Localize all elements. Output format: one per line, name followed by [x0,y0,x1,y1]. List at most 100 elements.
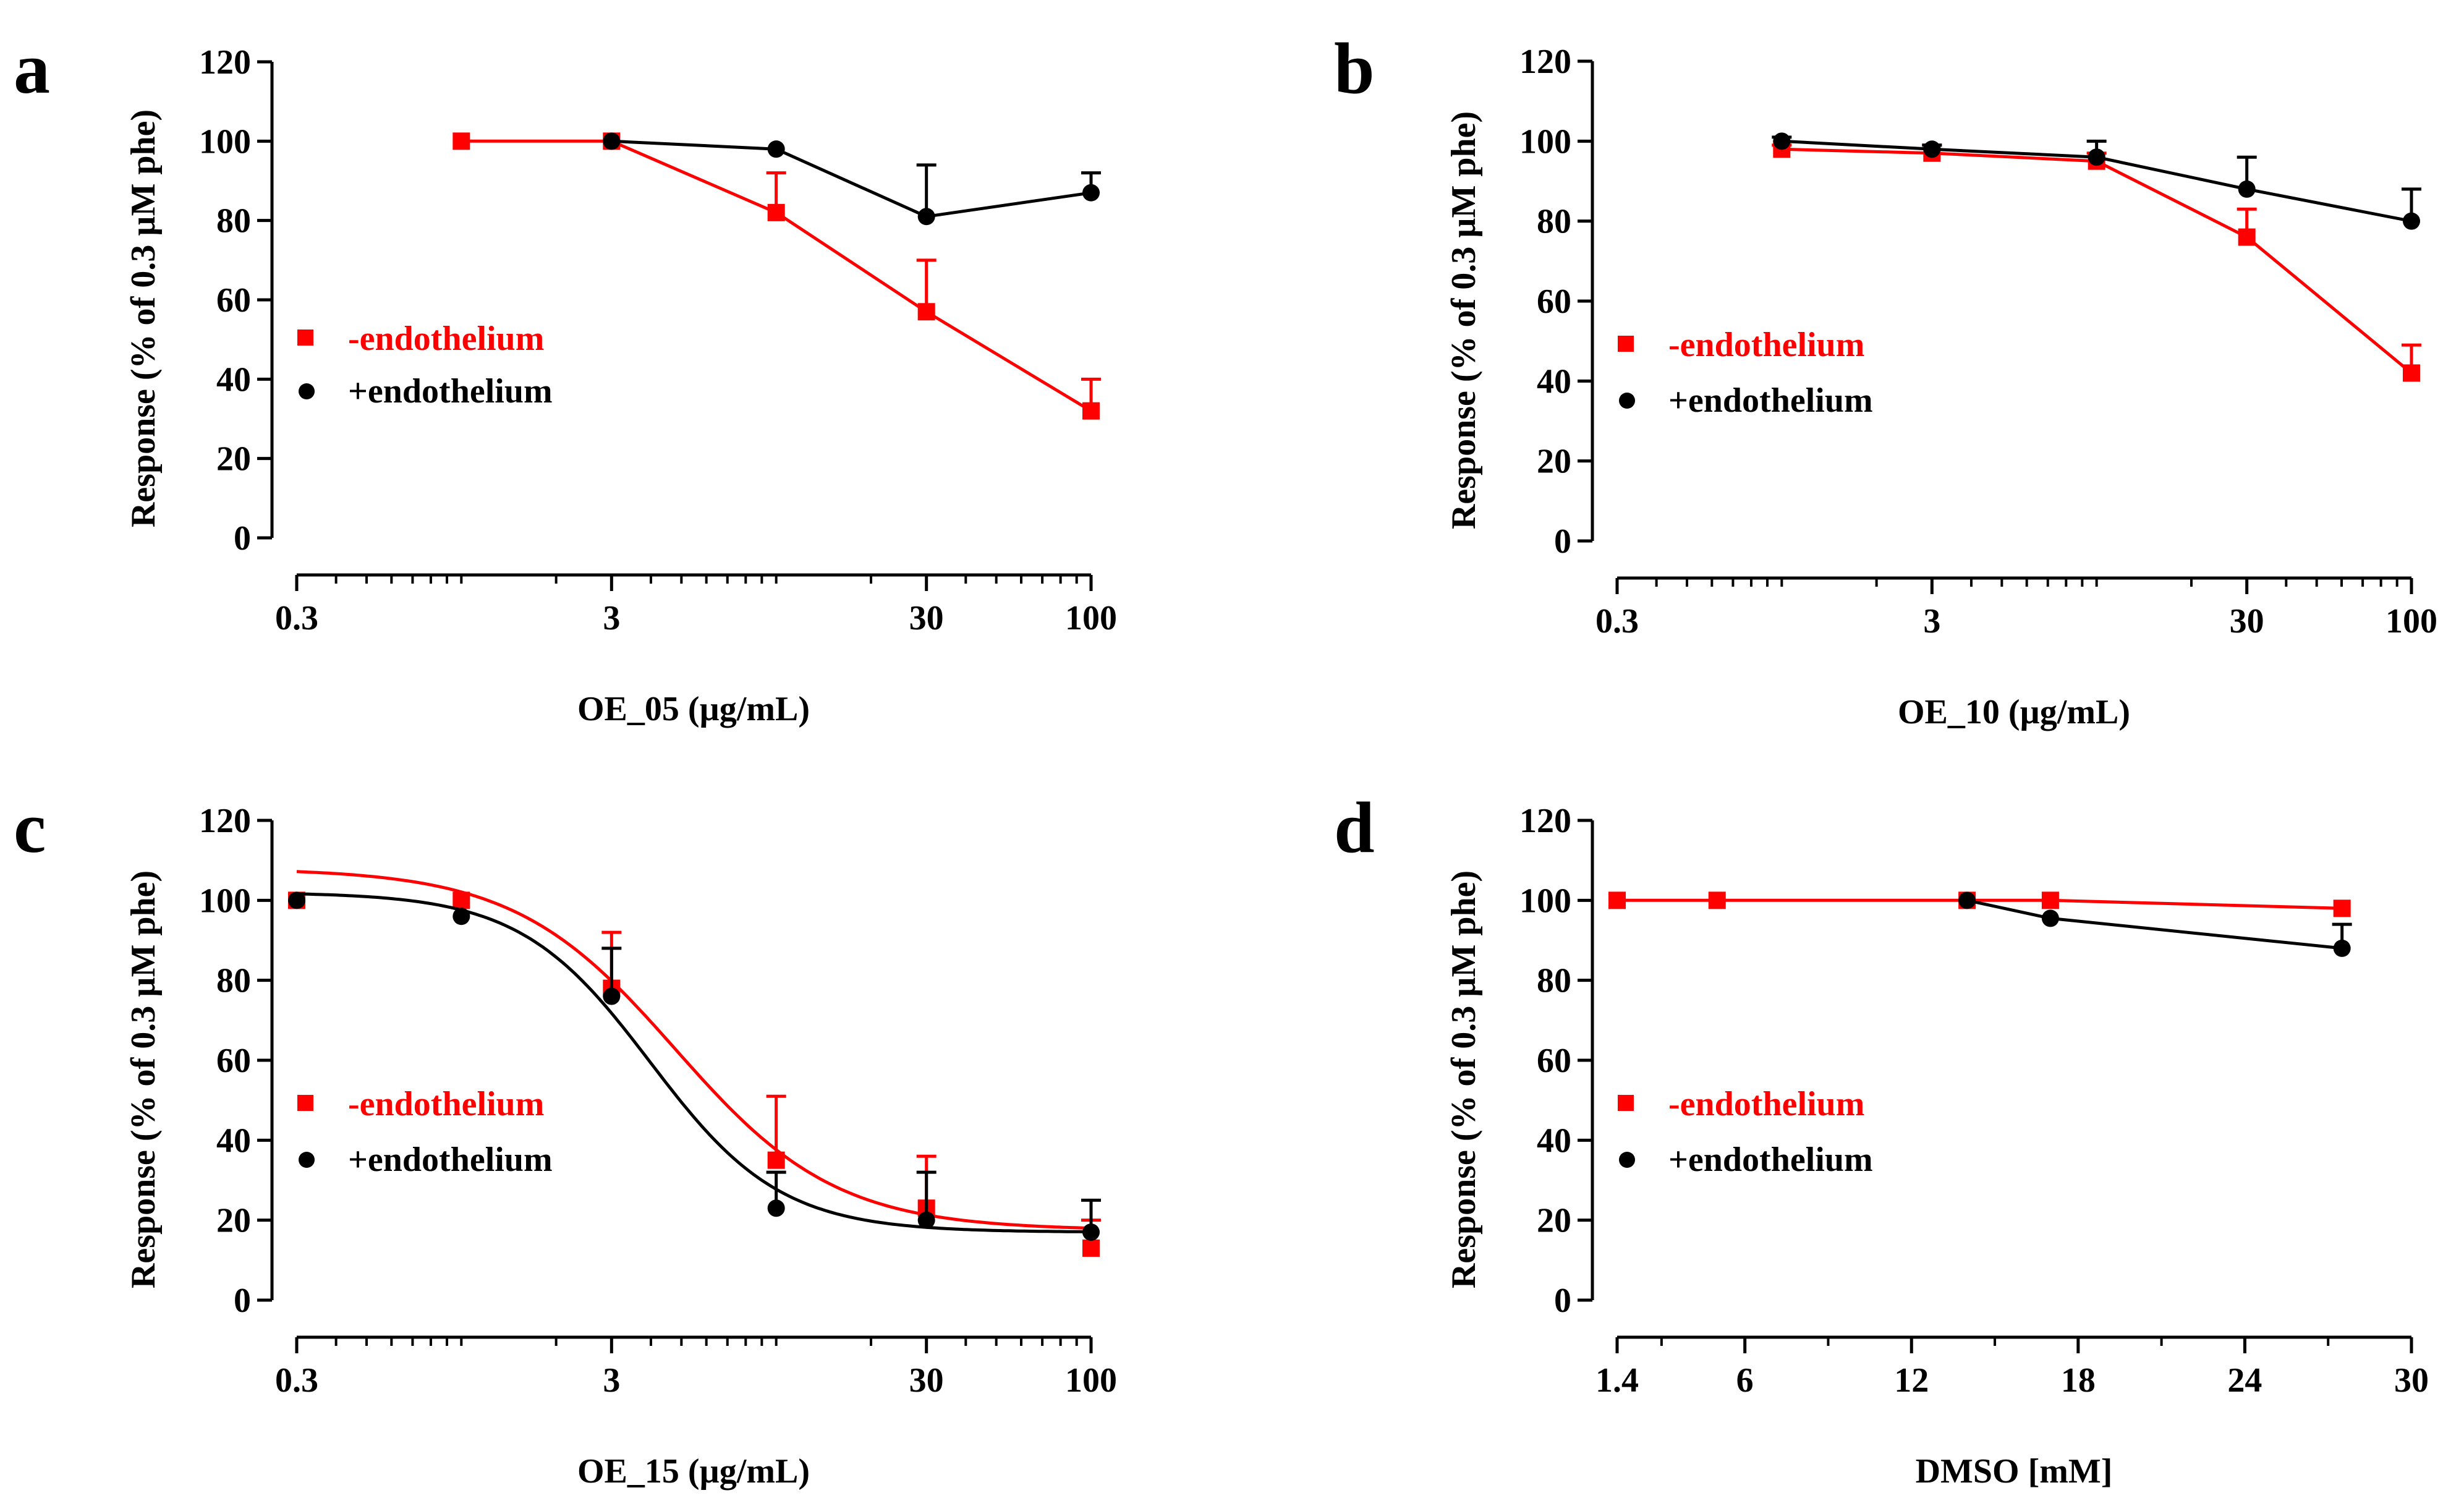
x-tick-label: 30 [909,599,944,637]
series-plus-endothelium [1958,891,2352,957]
data-point-square [767,1151,785,1169]
series-line [1782,147,2413,375]
y-tick-label: 40 [216,360,251,399]
legend-marker-minus-endothelium [297,1095,313,1111]
x-tick-label: 0.3 [275,599,318,637]
series-plus-endothelium [603,132,1101,226]
legend-marker-minus-endothelium [297,330,313,346]
data-point-circle [603,987,621,1005]
y-tick-label: 0 [234,519,251,558]
y-tick-label: 20 [1537,443,1571,481]
y-tick-label: 120 [199,43,251,82]
data-point-square [2238,228,2256,246]
x-tick-label: 3 [1923,602,1940,640]
fit-curve [296,870,1092,1230]
data-point-square [2333,900,2351,917]
panel-letter: c [14,787,46,868]
panel-letter: d [1334,787,1375,868]
y-tick-label: 80 [1537,203,1571,241]
data-point-square [452,132,470,150]
x-axis-title: OE_10 (µg/mL) [1898,693,2130,731]
y-tick-label: 20 [1537,1202,1571,1240]
data-point-circle [1923,140,1941,158]
x-tick-label: 30 [909,1361,944,1400]
data-point-square [452,891,470,909]
y-tick-label: 60 [1537,1042,1571,1080]
panel-letter: a [14,28,50,109]
data-point-circle [2238,180,2256,198]
y-tick-label: 60 [216,281,251,320]
y-tick-label: 20 [216,440,251,479]
legend-marker-minus-endothelium [1618,1095,1634,1111]
data-point-circle [603,132,621,150]
data-point-circle [2088,148,2105,166]
data-point-circle [767,1199,785,1217]
y-tick-label: 100 [1519,122,1571,161]
data-point-circle [2333,939,2351,957]
data-point-circle [917,208,935,226]
x-tick-label: 100 [1065,1361,1117,1400]
plot-area: 0 20 40 60 80 100 120 0.3 3 30 100 [199,802,1117,1400]
panel-c: c 0 20 40 60 80 100 120 0.3 3 30 100 OE_15 (µg/mL)… [14,787,1117,1491]
legend: -endothelium +endothelium [1618,1085,1873,1179]
x-tick-label: 1.4 [1595,1361,1639,1400]
data-point-square [1608,891,1626,909]
series-minus-endothelium [288,870,1101,1257]
x-tick-label: 12 [1894,1361,1929,1400]
data-point-circle [917,1211,935,1229]
x-tick-label: 24 [2227,1361,2262,1400]
legend-label-minus-endothelium: -endothelium [1668,326,1864,364]
y-tick-label: 100 [1519,882,1571,920]
legend-label-plus-endothelium: +endothelium [348,1141,553,1179]
data-point-circle [288,891,305,909]
panel-letter: b [1334,28,1375,109]
y-tick-label: 0 [1554,522,1571,561]
x-tick-label: 100 [1065,599,1117,637]
x-tick-label: 6 [1736,1361,1754,1400]
x-axis-title: DMSO [mM] [1916,1452,2113,1491]
panel-a: a 0 20 40 60 80 100 120 0.3 3 30 100 OE_05 (µg/mL)… [14,28,1117,728]
data-point-square [1708,891,1726,909]
legend-label-minus-endothelium: -endothelium [348,320,544,358]
x-tick-label: 3 [603,1361,620,1400]
x-tick-label: 18 [2061,1361,2096,1400]
x-tick-label: 0.3 [275,1361,318,1400]
y-axis-title: Response (% of 0.3 µM phe) [124,109,163,527]
y-tick-label: 120 [199,802,251,840]
x-axis-title: OE_15 (µg/mL) [577,1452,810,1491]
y-axis-title: Response (% of 0.3 µM phe) [1445,870,1483,1288]
legend-marker-plus-endothelium [1619,393,1635,409]
y-axis-title: Response (% of 0.3 µM phe) [1445,111,1483,529]
x-tick-label: 0.3 [1595,602,1639,640]
y-tick-label: 120 [1519,802,1571,840]
series-plus-endothelium [1772,132,2421,230]
legend-marker-plus-endothelium [1619,1152,1635,1168]
data-point-circle [767,140,785,158]
y-axis-title: Response (% of 0.3 µM phe) [124,870,163,1288]
data-point-square [1082,402,1100,420]
legend-label-minus-endothelium: -endothelium [348,1085,544,1123]
y-tick-label: 0 [234,1282,251,1320]
series-minus-endothelium [1608,891,2351,917]
x-axis-title: OE_05 (µg/mL) [577,690,810,728]
legend-marker-minus-endothelium [1618,336,1634,352]
data-point-square [2041,891,2059,909]
y-tick-label: 80 [1537,962,1571,1000]
series-plus-endothelium [288,891,1101,1241]
data-point-circle [1082,1223,1100,1241]
y-tick-label: 40 [216,1121,251,1160]
y-tick-label: 60 [1537,283,1571,321]
y-tick-label: 80 [216,202,251,240]
y-tick-label: 80 [216,962,251,1000]
y-tick-label: 20 [216,1202,251,1240]
panel-b: b 0 20 40 60 80 100 120 0.3 3 30 100 OE_10 (µg/mL)… [1334,28,2437,731]
data-point-circle [2041,909,2059,927]
data-point-square [1082,1239,1100,1257]
plot-area: 0 20 40 60 80 100 120 1.4 6 12 18 24 30 [1519,802,2429,1400]
x-tick-label: 30 [2230,602,2264,640]
data-point-circle [452,908,470,925]
series-line [611,139,1092,218]
y-tick-label: 120 [1519,43,1571,81]
x-tick-label: 3 [603,599,620,637]
